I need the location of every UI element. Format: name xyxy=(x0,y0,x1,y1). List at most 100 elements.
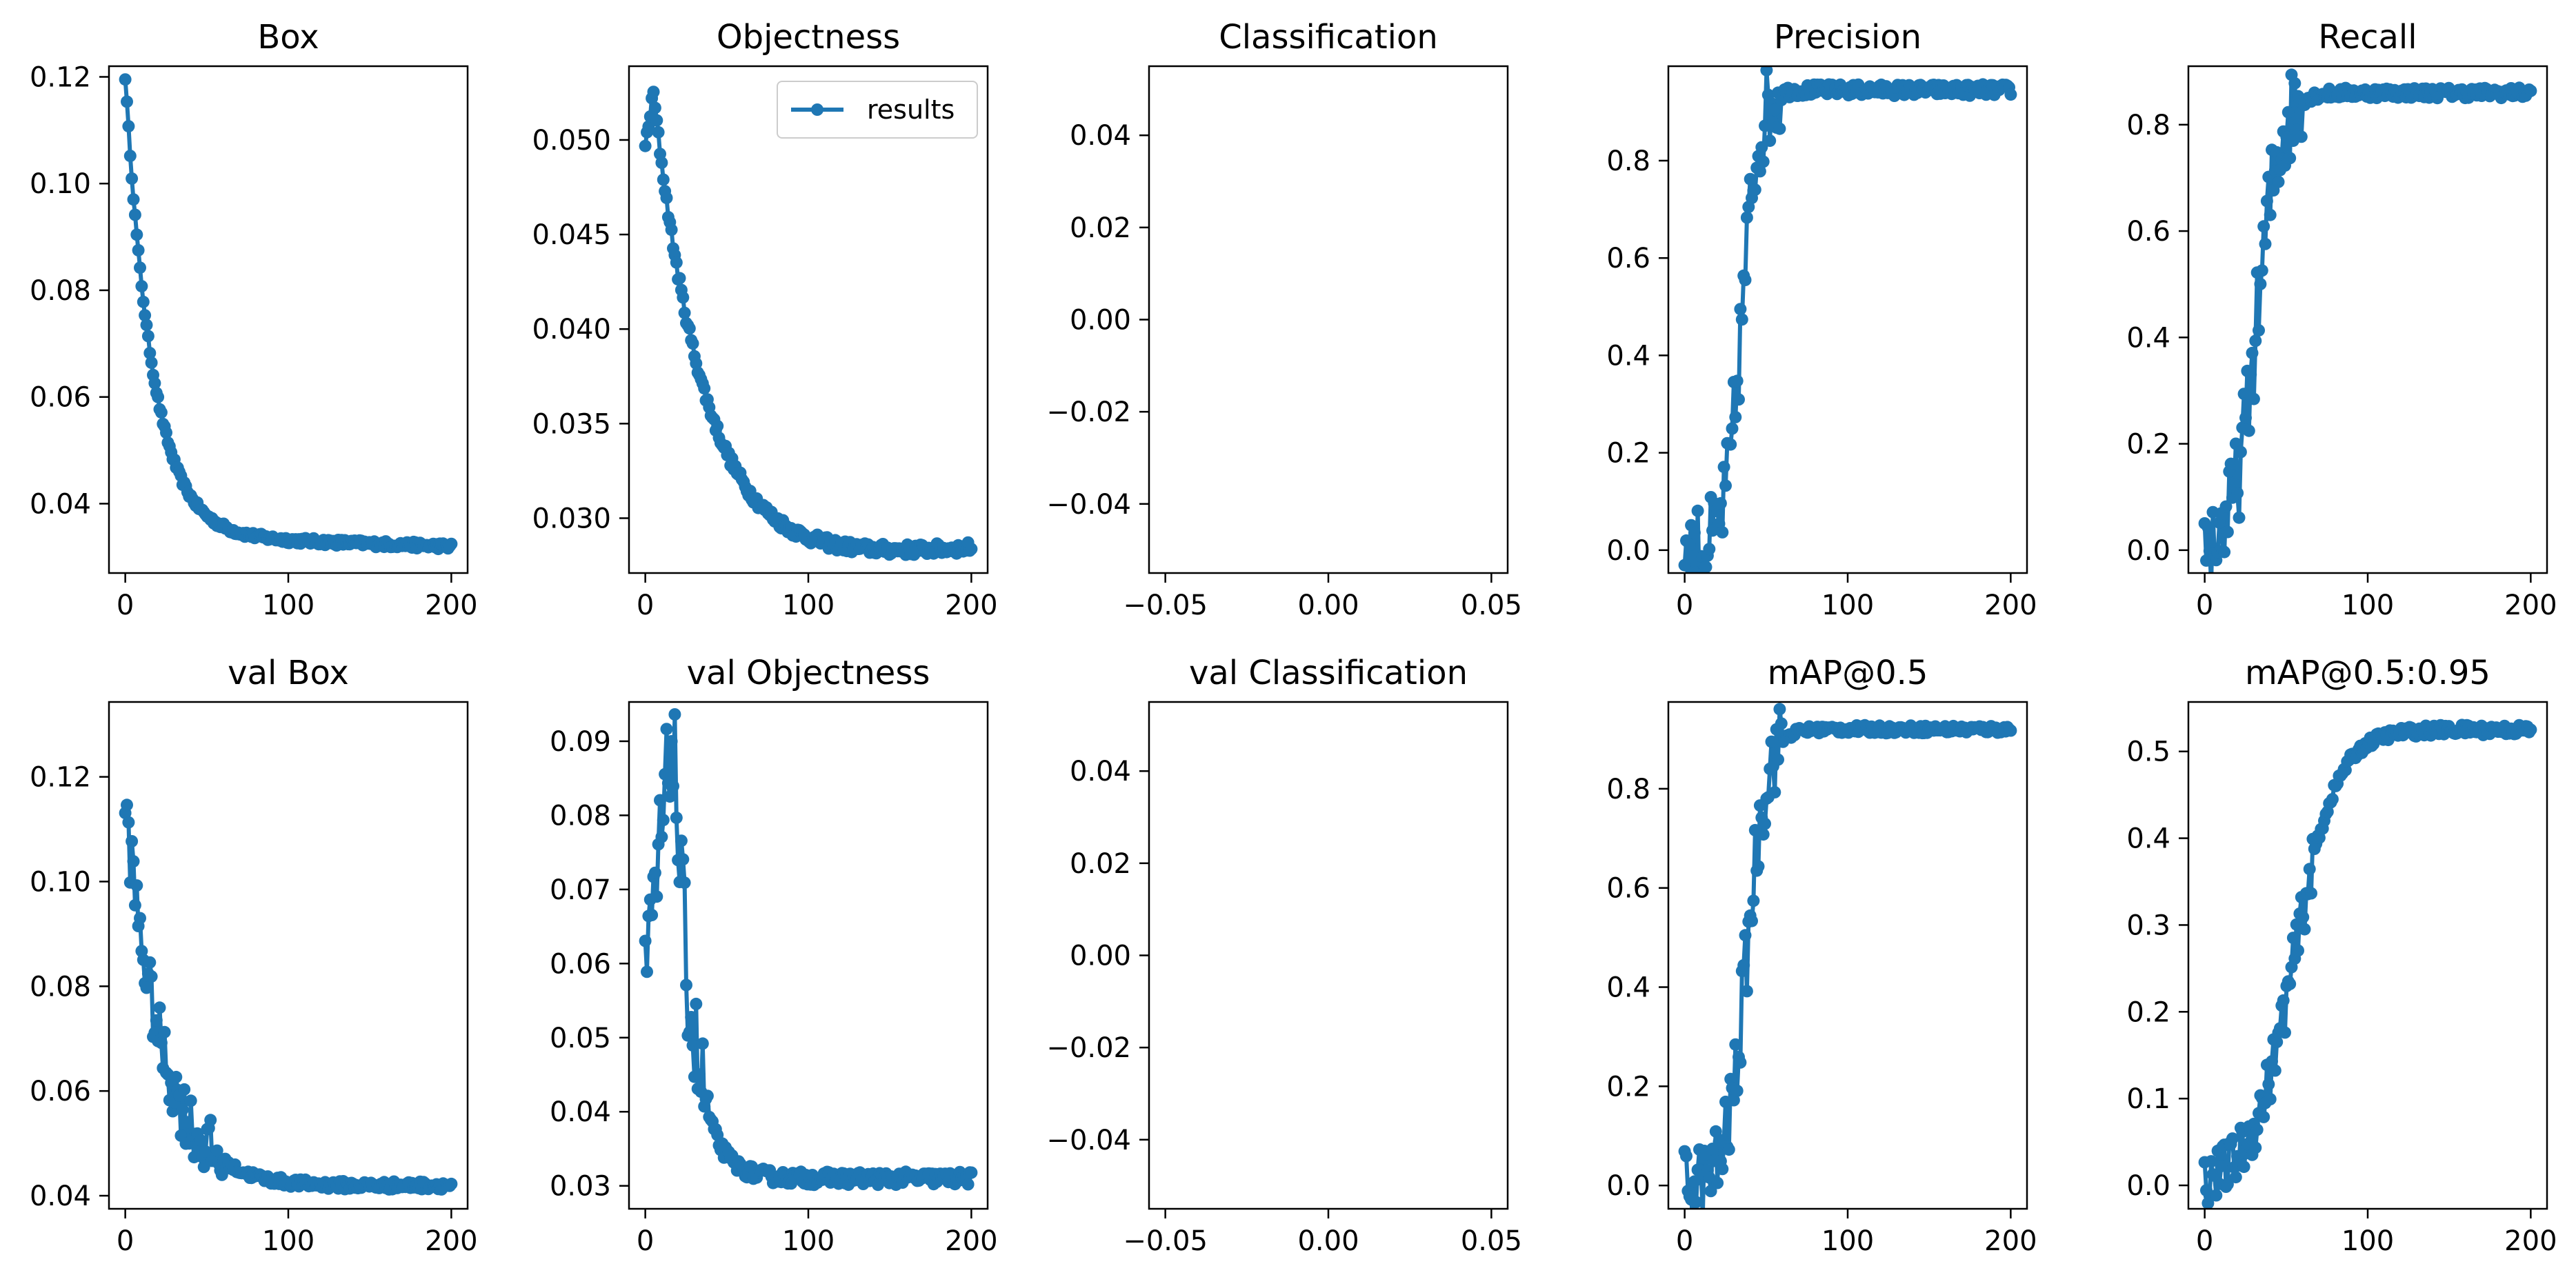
data-point xyxy=(445,1177,458,1190)
data-point xyxy=(1727,1094,1740,1107)
y-tick-label: 0.03 xyxy=(550,1171,611,1203)
data-point xyxy=(2297,911,2310,924)
data-point xyxy=(2229,1171,2242,1184)
data-point xyxy=(170,1070,183,1083)
legend-box xyxy=(777,81,978,139)
data-point xyxy=(2221,525,2234,539)
data-point xyxy=(1773,122,1786,135)
data-point xyxy=(2282,106,2295,119)
x-tick-label: 0 xyxy=(2196,590,2213,621)
data-point xyxy=(2326,793,2339,805)
x-tick-label: 0 xyxy=(1676,1225,1693,1257)
subplot-map-0-5: mAP@0.5 0 100 200 0.0 0.2 0.4 0.6 0.8 xyxy=(1606,654,2037,1257)
subplot-val-box: val Box 0 100 200 0.04 0.06 0.08 0.10 0.12 xyxy=(30,654,478,1257)
axes-frame xyxy=(108,701,469,1210)
data-point xyxy=(122,816,135,829)
data-point xyxy=(1739,929,1752,942)
data-point xyxy=(1739,274,1752,286)
y-tick-label: 0.3 xyxy=(2126,910,2170,941)
data-point xyxy=(680,978,692,992)
subplot-classification: Classification −0.05 0.00 0.05 −0.04 −0.02 0.0… xyxy=(1046,18,1521,621)
data-point xyxy=(1719,479,1732,492)
data-point xyxy=(1760,66,1773,77)
y-tick-label: 0.2 xyxy=(1606,438,1650,470)
data-point xyxy=(677,853,690,866)
y-tick-label: 0.04 xyxy=(30,1181,91,1212)
data-point xyxy=(148,377,161,390)
data-point xyxy=(663,790,677,803)
x-tick-label: 100 xyxy=(262,590,314,621)
data-point xyxy=(2247,392,2260,405)
data-point xyxy=(1733,393,1745,406)
data-point xyxy=(1740,211,1753,224)
data-point xyxy=(668,708,681,721)
data-point xyxy=(2239,411,2252,424)
legend-label: results xyxy=(867,94,955,125)
data-point xyxy=(121,799,133,812)
legend: results xyxy=(777,81,978,139)
data-point xyxy=(1726,422,1739,435)
data-point xyxy=(2249,334,2262,348)
y-tick-label: 0.08 xyxy=(30,971,91,1003)
data-point xyxy=(1768,103,1781,117)
data-point xyxy=(2244,368,2257,381)
y-tick-label: 0.00 xyxy=(1070,941,1131,972)
data-point xyxy=(2250,1123,2264,1136)
data-point xyxy=(150,1014,163,1027)
data-point xyxy=(650,114,663,127)
x-tick-label: 0 xyxy=(117,590,134,621)
data-point xyxy=(1748,183,1761,197)
x-tick-label: 200 xyxy=(945,1225,997,1257)
y-tick-label: −0.02 xyxy=(1046,1032,1131,1064)
data-point xyxy=(1752,860,1765,873)
data-point xyxy=(2215,1160,2228,1173)
data-point xyxy=(2255,264,2268,277)
data-point xyxy=(1775,717,1788,730)
data-point xyxy=(686,1039,699,1052)
y-tick-label: 0.050 xyxy=(532,125,611,157)
subplot-title: Precision xyxy=(1774,18,1921,57)
data-point xyxy=(2221,1178,2234,1191)
y-tick-label: 0.4 xyxy=(1606,972,1650,1004)
series-results xyxy=(1678,66,2017,573)
subplot-title: mAP@0.5:0.95 xyxy=(2245,654,2490,692)
data-point xyxy=(2284,152,2297,165)
x-tick-label: 100 xyxy=(262,1225,314,1257)
data-point xyxy=(122,120,135,133)
data-point xyxy=(696,1037,709,1050)
y-tick-label: 0.040 xyxy=(532,314,611,345)
data-point xyxy=(2004,724,2017,737)
data-point xyxy=(2260,194,2273,208)
y-tick-label: 0.02 xyxy=(1070,212,1131,244)
data-point xyxy=(1757,155,1770,168)
series-results xyxy=(2198,719,2537,1209)
data-point xyxy=(678,876,691,890)
data-point xyxy=(1683,538,1696,551)
x-tick-label: 0.05 xyxy=(1461,590,1522,621)
data-point xyxy=(647,86,660,99)
data-point xyxy=(121,95,133,108)
x-tick-label: 200 xyxy=(425,590,477,621)
data-point xyxy=(1688,1175,1701,1188)
data-point xyxy=(128,898,141,912)
data-point xyxy=(657,814,670,827)
y-tick-label: 0.06 xyxy=(550,948,611,980)
subplot-title: Recall xyxy=(2318,18,2417,57)
data-point xyxy=(2524,84,2537,97)
data-point xyxy=(1716,1163,1729,1176)
data-point xyxy=(646,909,659,921)
x-tick-label: 100 xyxy=(2342,1225,2394,1257)
data-point xyxy=(660,723,673,736)
data-point xyxy=(1734,303,1747,316)
y-tick-label: 0.00 xyxy=(1070,305,1131,337)
data-point xyxy=(143,347,157,359)
series-results xyxy=(639,86,978,561)
data-point xyxy=(2200,554,2213,567)
data-point xyxy=(152,390,165,403)
series-results xyxy=(1678,703,2017,1209)
data-point xyxy=(2262,1078,2275,1091)
data-point xyxy=(2272,175,2285,188)
y-tick-label: 0.030 xyxy=(532,503,611,534)
data-point xyxy=(683,322,696,335)
data-point xyxy=(1680,1149,1693,1163)
